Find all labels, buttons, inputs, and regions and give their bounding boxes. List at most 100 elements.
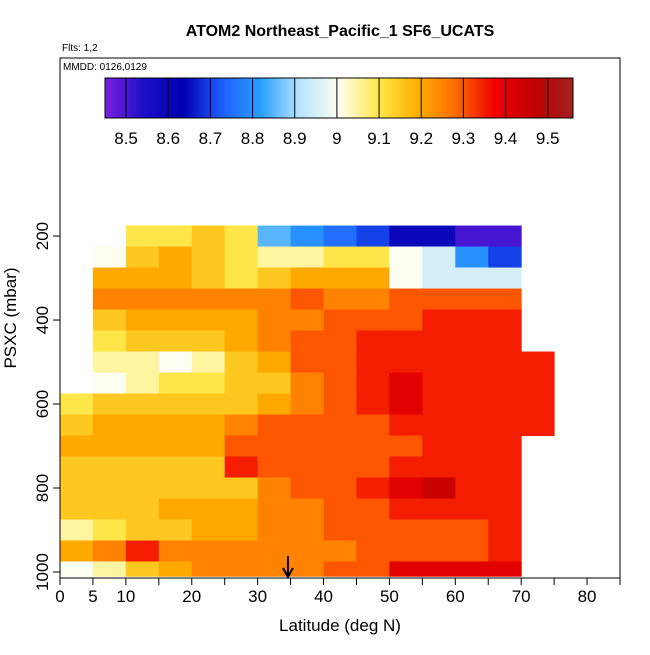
x-tick-label: 10 [116, 587, 135, 606]
heat-cell [158, 561, 193, 577]
heat-cell [92, 393, 127, 416]
heat-cell [422, 414, 456, 437]
heat-cell [323, 246, 357, 269]
colorbar-tick-label: 8.6 [156, 129, 180, 148]
heat-cell [323, 477, 357, 500]
heat-cell [290, 246, 325, 269]
heat-cell [356, 309, 390, 332]
heat-cell [488, 477, 522, 500]
x-tick-label: 30 [248, 587, 267, 606]
heat-cell [389, 435, 423, 458]
heat-cell [422, 225, 456, 248]
heat-cell [125, 330, 160, 353]
heat-cell [224, 225, 259, 248]
heat-cell [92, 372, 127, 395]
heat-cell [92, 288, 127, 311]
colorbar-tick-label: 9.4 [494, 129, 518, 148]
heat-cell [323, 561, 357, 577]
heat-cell [191, 351, 226, 374]
heat-cell [488, 519, 522, 542]
heat-cell [257, 435, 292, 458]
heat-cell [257, 246, 292, 269]
heat-cell [224, 309, 259, 332]
heat-cell [257, 393, 292, 416]
heat-cell [224, 246, 259, 269]
heat-cell [356, 393, 390, 416]
heat-cell [125, 519, 160, 542]
heat-cell [455, 288, 489, 311]
heat-cell [455, 372, 489, 395]
heat-cell [455, 330, 489, 353]
heat-cell [125, 435, 160, 458]
heat-cell [191, 456, 226, 479]
heat-cell [389, 372, 423, 395]
heat-cell [158, 351, 193, 374]
heat-cell [290, 351, 325, 374]
heat-cell [257, 561, 292, 577]
heat-cell [290, 498, 325, 521]
heat-cell [356, 561, 390, 577]
heat-cell [422, 456, 456, 479]
heat-cell [125, 540, 160, 562]
heat-cell [521, 351, 555, 374]
heat-cell [224, 519, 259, 542]
heat-cell [422, 561, 456, 577]
heat-cell [158, 330, 193, 353]
x-tick-label: 0 [55, 587, 64, 606]
colorbar-tick-label: 8.8 [241, 129, 265, 148]
heat-cell [125, 477, 160, 500]
heat-cell [323, 435, 357, 458]
heat-cell [92, 540, 127, 562]
heat-cell [422, 435, 456, 458]
heat-cell [488, 330, 522, 353]
heat-cell [191, 288, 226, 311]
heat-cell [290, 540, 325, 562]
heat-cell [60, 561, 94, 577]
heat-cell [224, 267, 259, 290]
heat-cell [191, 225, 226, 248]
heat-cell [191, 477, 226, 500]
heat-cell [60, 414, 94, 437]
heat-cell [191, 498, 226, 521]
heat-cell [323, 351, 357, 374]
heat-cell [356, 456, 390, 479]
plot-frame [59, 57, 621, 579]
x-axis-label: Latitude (deg N) [279, 616, 401, 635]
heat-cell [125, 267, 160, 290]
y-tick-label: 1000 [33, 553, 52, 591]
heat-cell [290, 414, 325, 437]
heat-cell [389, 414, 423, 437]
heat-cell [488, 372, 522, 395]
heat-cell [290, 561, 325, 577]
heat-cell [224, 435, 259, 458]
heat-cell [422, 351, 456, 374]
heat-cell [257, 519, 292, 542]
heat-cell [191, 435, 226, 458]
heat-cell [290, 372, 325, 395]
colorbar-tick-label: 8.5 [114, 129, 138, 148]
heat-cell [224, 288, 259, 311]
heat-cell [92, 330, 127, 353]
heat-cell [422, 372, 456, 395]
heat-cell [257, 309, 292, 332]
heat-cell [356, 540, 390, 562]
heat-cell [257, 414, 292, 437]
heat-cell [224, 498, 259, 521]
y-tick-label: 600 [33, 390, 52, 418]
heat-cell [92, 498, 127, 521]
heat-cell [323, 498, 357, 521]
heat-cell [92, 267, 127, 290]
heat-cell [389, 351, 423, 374]
heat-cell [521, 393, 555, 416]
heat-cell [125, 246, 160, 269]
heat-cell [125, 225, 160, 248]
heat-cell [323, 414, 357, 437]
heat-cell [290, 435, 325, 458]
heat-cell [191, 561, 226, 577]
heat-cell [257, 456, 292, 479]
heat-cell [224, 351, 259, 374]
heat-cell [60, 393, 94, 416]
heat-cell [422, 477, 456, 500]
heat-cell [488, 498, 522, 521]
heat-cell [290, 225, 325, 248]
